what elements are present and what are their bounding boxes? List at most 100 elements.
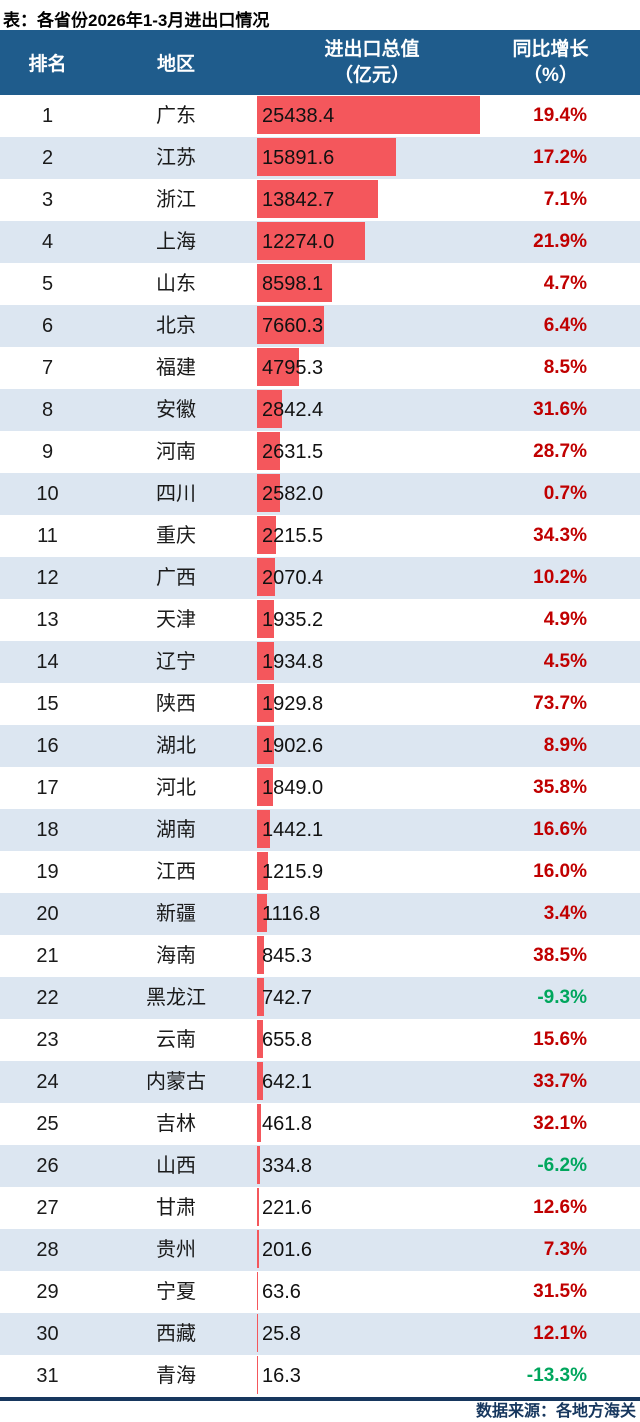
rank-cell: 14 bbox=[36, 651, 59, 673]
growth-cell: 12.1% bbox=[533, 1323, 587, 1344]
value-bar bbox=[257, 1272, 258, 1310]
table-row: 3 浙江 13842.7 7.1% bbox=[0, 179, 640, 221]
value-bar bbox=[257, 348, 299, 386]
value-cell: 1902.6 bbox=[257, 725, 487, 767]
value-label: 2582.0 bbox=[262, 483, 324, 505]
region-cell: 宁夏 bbox=[156, 1281, 196, 1303]
value-cell: 2842.4 bbox=[257, 389, 487, 431]
table-row: 12 广西 2070.4 10.2% bbox=[0, 557, 640, 599]
value-label: 2631.5 bbox=[262, 441, 324, 463]
region-cell: 新疆 bbox=[156, 903, 196, 925]
value-bar bbox=[257, 768, 274, 806]
region-cell: 安徽 bbox=[156, 399, 196, 421]
value-label: 2070.4 bbox=[262, 567, 324, 589]
rank-cell: 10 bbox=[36, 483, 59, 505]
region-cell: 陕西 bbox=[156, 693, 196, 715]
region-cell: 云南 bbox=[156, 1029, 196, 1051]
header-rank: 排名 bbox=[28, 54, 67, 75]
table-row: 29 宁夏 63.6 31.5% bbox=[0, 1271, 640, 1313]
value-label: 845.3 bbox=[262, 945, 313, 967]
value-bar bbox=[257, 726, 274, 764]
value-bar bbox=[257, 306, 325, 344]
value-bar bbox=[257, 1146, 260, 1184]
region-cell: 黑龙江 bbox=[146, 987, 206, 1009]
region-cell: 辽宁 bbox=[156, 651, 196, 673]
growth-cell: 38.5% bbox=[533, 945, 587, 966]
value-label: 1215.9 bbox=[262, 861, 324, 883]
value-bar bbox=[257, 390, 282, 428]
rank-cell: 4 bbox=[41, 231, 54, 253]
growth-cell: 32.1% bbox=[533, 1113, 587, 1134]
growth-cell: 73.7% bbox=[533, 693, 587, 714]
growth-cell: 7.3% bbox=[543, 1239, 587, 1260]
region-cell: 山东 bbox=[156, 273, 196, 295]
region-cell: 广西 bbox=[156, 567, 196, 589]
value-cell: 221.6 bbox=[257, 1187, 487, 1229]
value-cell: 7660.3 bbox=[257, 305, 487, 347]
value-bar bbox=[257, 1104, 261, 1142]
table-row: 8 安徽 2842.4 31.6% bbox=[0, 389, 640, 431]
region-cell: 湖北 bbox=[156, 735, 196, 757]
value-cell: 461.8 bbox=[257, 1103, 487, 1145]
value-cell: 25438.4 bbox=[257, 95, 487, 137]
value-bar bbox=[257, 96, 480, 134]
growth-cell: 0.7% bbox=[543, 483, 587, 504]
rank-cell: 6 bbox=[41, 315, 54, 337]
value-cell: 1442.1 bbox=[257, 809, 487, 851]
growth-cell: 16.6% bbox=[533, 819, 587, 840]
growth-cell: 10.2% bbox=[533, 567, 587, 588]
header-value-line1: 进出口总值 bbox=[324, 38, 420, 60]
rank-cell: 15 bbox=[36, 693, 59, 715]
table-body: 1 广东 25438.4 19.4% 2 江苏 15891.6 17.2% 3 浙江 13842.7… bbox=[0, 95, 640, 1397]
rank-cell: 17 bbox=[36, 777, 59, 799]
rank-cell: 12 bbox=[36, 567, 59, 589]
table-row: 21 海南 845.3 38.5% bbox=[0, 935, 640, 977]
value-bar bbox=[257, 432, 281, 470]
region-cell: 西藏 bbox=[156, 1323, 196, 1345]
value-cell: 2631.5 bbox=[257, 431, 487, 473]
growth-cell: 28.7% bbox=[533, 441, 587, 462]
rank-cell: 25 bbox=[36, 1113, 59, 1135]
rank-cell: 2 bbox=[41, 147, 54, 169]
table-row: 9 河南 2631.5 28.7% bbox=[0, 431, 640, 473]
value-bar bbox=[257, 936, 265, 974]
rank-cell: 1 bbox=[41, 105, 54, 127]
value-label: 7660.3 bbox=[262, 315, 324, 337]
growth-cell: 4.9% bbox=[543, 609, 587, 630]
table-row: 22 黑龙江 742.7 -9.3% bbox=[0, 977, 640, 1019]
value-cell: 1929.8 bbox=[257, 683, 487, 725]
region-cell: 海南 bbox=[156, 945, 196, 967]
value-bar bbox=[257, 684, 274, 722]
rank-cell: 8 bbox=[41, 399, 54, 421]
growth-cell: 34.3% bbox=[533, 525, 587, 546]
value-label: 201.6 bbox=[262, 1239, 313, 1261]
table-row: 6 北京 7660.3 6.4% bbox=[0, 305, 640, 347]
header-region: 地区 bbox=[156, 54, 195, 75]
rank-cell: 26 bbox=[36, 1155, 59, 1177]
value-cell: 1215.9 bbox=[257, 851, 487, 893]
table-row: 28 贵州 201.6 7.3% bbox=[0, 1229, 640, 1271]
value-bar bbox=[257, 978, 264, 1016]
header-value-line2: （亿元） bbox=[333, 64, 410, 86]
growth-cell: 3.4% bbox=[543, 903, 587, 924]
growth-cell: -6.2% bbox=[537, 1155, 587, 1176]
value-bar bbox=[257, 1188, 259, 1226]
rank-cell: 3 bbox=[41, 189, 54, 211]
value-label: 12274.0 bbox=[262, 231, 335, 253]
region-cell: 北京 bbox=[156, 315, 196, 337]
rank-cell: 20 bbox=[36, 903, 59, 925]
value-bar bbox=[257, 1230, 259, 1268]
growth-cell: 33.7% bbox=[533, 1071, 587, 1092]
value-cell: 655.8 bbox=[257, 1019, 487, 1061]
region-cell: 福建 bbox=[156, 357, 196, 379]
table-row: 2 江苏 15891.6 17.2% bbox=[0, 137, 640, 179]
header-growth: 同比增长 （%） bbox=[487, 37, 640, 88]
region-cell: 湖南 bbox=[156, 819, 196, 841]
growth-cell: -13.3% bbox=[526, 1365, 587, 1386]
value-label: 63.6 bbox=[262, 1281, 301, 1303]
value-label: 334.8 bbox=[262, 1155, 313, 1177]
growth-cell: 31.6% bbox=[533, 399, 587, 420]
value-label: 642.1 bbox=[262, 1071, 313, 1093]
page-title: 表：各省份2026年1-3月进出口情况 bbox=[3, 11, 270, 30]
rank-cell: 11 bbox=[37, 525, 58, 547]
